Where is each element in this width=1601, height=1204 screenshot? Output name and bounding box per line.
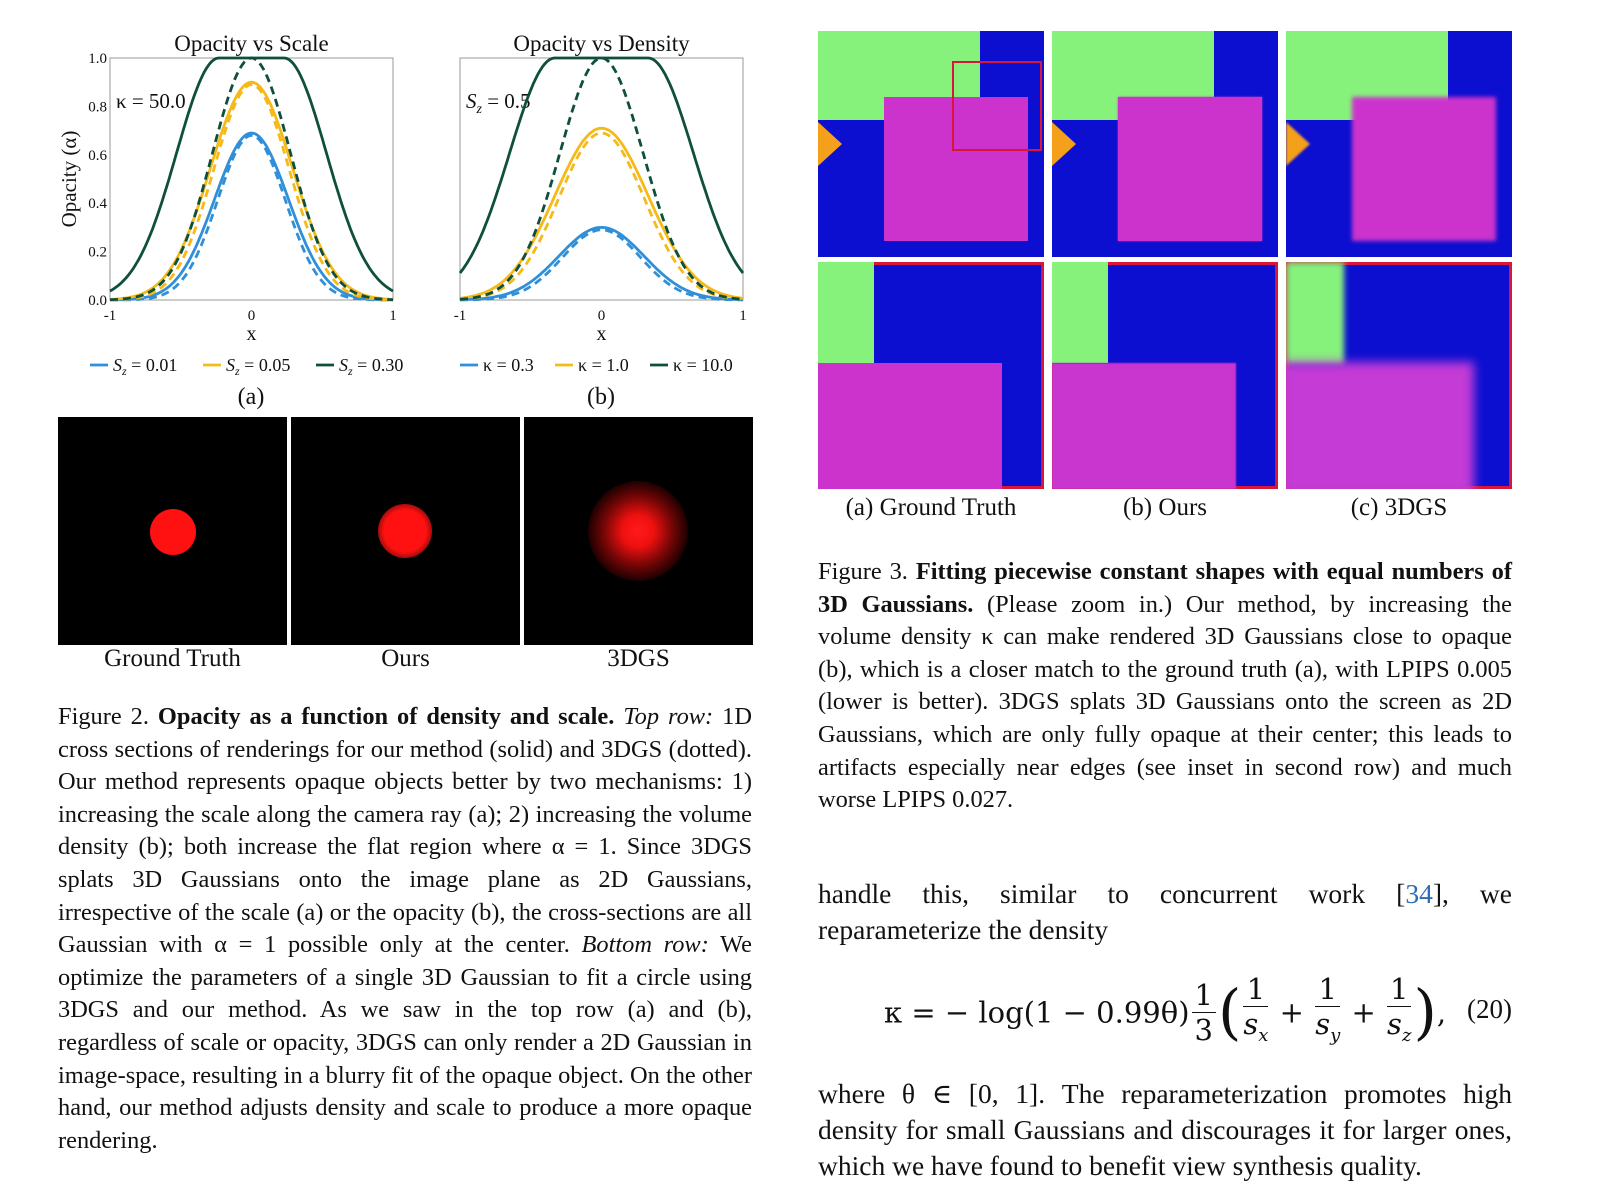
figure-3-caption: Figure 3. Fitting piecewise constant sha…	[818, 556, 1512, 817]
y-tick-label: 0.4	[88, 196, 107, 212]
body-paragraph-2: where θ ∈ [0, 1]. The reparameterization…	[818, 1078, 1512, 1181]
frac-sy: 1 sy	[1315, 972, 1341, 1046]
x-axis-label: x	[597, 323, 607, 345]
series-line-ours	[459, 126, 744, 300]
magenta-square	[1118, 97, 1262, 241]
frac-sz: 1 sz	[1387, 972, 1412, 1046]
legend-entry: κ = 10.0	[673, 355, 733, 375]
chart-title: Opacity vs Scale	[174, 31, 329, 56]
caption-text: (Please zoom in.) Our method, by increas…	[818, 590, 1513, 814]
orange-triangle	[1052, 122, 1076, 166]
magenta-region	[1286, 362, 1474, 489]
green-region	[818, 262, 874, 363]
figure-2-caption: Figure 2. Opacity as a function of densi…	[58, 701, 752, 1157]
series-line-3dgs	[110, 83, 393, 302]
equation-number: (20)	[1467, 994, 1512, 1024]
legend-entry: Sz = 0.05	[226, 355, 290, 378]
fig3-ground-truth-full	[818, 31, 1044, 257]
render-label-ground-truth: Ground Truth	[104, 645, 241, 672]
fitted-circle-ours	[378, 504, 432, 558]
x-tick-label: -1	[104, 308, 117, 324]
inset-box	[952, 61, 1042, 151]
magenta-region	[1052, 363, 1236, 489]
x-axis-label: x	[247, 323, 257, 345]
series-line-3dgs	[110, 133, 393, 302]
legend-entry: κ = 0.3	[483, 355, 534, 375]
legend-entry: κ = 1.0	[578, 355, 629, 375]
caption-text-2: We optimize the parameters of a single 3…	[58, 931, 752, 1154]
chart-title: Opacity vs Density	[513, 31, 690, 56]
green-region	[1286, 262, 1344, 365]
frac-sx: 1 sx	[1243, 972, 1269, 1046]
equation-lhs: κ = − log(1 − 0.99θ)	[884, 995, 1190, 1030]
x-tick-label: 1	[739, 308, 747, 324]
fitted-blob-3dgs	[588, 481, 688, 581]
magenta-square	[1352, 97, 1496, 241]
y-tick-label: 0.6	[88, 148, 107, 164]
chart-opacity-vs-density: Opacity vs Density -1 0 1 x Sz = 0.5 κ = 0.3 κ …	[440, 28, 770, 378]
series-line-ours	[460, 225, 743, 302]
fig3-3dgs-inset	[1286, 262, 1512, 489]
caption-prefix: Figure 3.	[818, 558, 908, 585]
render-ground-truth	[58, 417, 287, 645]
legend-entry: Sz = 0.01	[113, 355, 177, 378]
body-paragraph-1: handle this, similar to concurrent work …	[818, 876, 1512, 948]
fig3-3dgs-full	[1286, 31, 1512, 257]
series-line-ours	[110, 131, 393, 302]
green-region	[1052, 262, 1108, 363]
body-text-a: handle this, similar to concurrent work …	[818, 878, 1406, 909]
series-line-ours	[109, 80, 394, 301]
caption-text-1: 1D cross sections of renderings for our …	[58, 703, 752, 959]
subfig-label-b: (b)	[587, 384, 615, 410]
equation-20: κ = − log(1 − 0.99θ) 1 3(1 sx + 1 sy + 1 sz),…	[884, 972, 1512, 1054]
legend-entry: Sz = 0.30	[339, 355, 403, 378]
orange-triangle	[1286, 122, 1310, 166]
magenta-square	[884, 97, 1028, 241]
x-tick-label: 0	[598, 308, 606, 324]
body-text-b: ], we reparameterize the density	[818, 878, 1512, 945]
y-tick-label: 0.8	[88, 99, 107, 115]
render-3dgs	[524, 417, 753, 645]
chart-annotation: κ = 50.0	[116, 89, 186, 113]
caption-title: Opacity as a function of density and sca…	[157, 703, 615, 730]
caption-top-row: Top row:	[623, 703, 714, 730]
x-tick-label: 1	[389, 308, 397, 324]
magenta-region	[818, 363, 1002, 489]
caption-prefix: Figure 2.	[58, 703, 149, 730]
fig3-label-a: (a) Ground Truth	[845, 494, 1017, 521]
y-tick-label: 1.0	[88, 51, 107, 67]
fig3-ours-full	[1052, 31, 1278, 257]
orange-triangle	[818, 122, 842, 166]
y-axis-label: Opacity (α)	[57, 131, 81, 228]
chart-annotation: Sz = 0.5	[466, 89, 531, 117]
chart-opacity-vs-scale: Opacity vs Scale -1 0 1 x 0.0 0.2 0.4 0.6 0.8 1.0 O…	[50, 28, 420, 378]
series-line-3dgs	[459, 131, 744, 301]
fig3-ground-truth-inset	[818, 262, 1044, 489]
y-tick-label: 0.2	[88, 245, 107, 261]
opaque-circle	[150, 509, 196, 555]
caption-title: Fitting piecewise constant shapes with e…	[818, 558, 1512, 618]
render-ours	[291, 417, 520, 645]
y-tick-label: 0.0	[88, 293, 107, 309]
render-label-ours: Ours	[381, 645, 430, 672]
caption-bottom-row: Bottom row:	[581, 931, 709, 959]
x-tick-label: -1	[454, 308, 467, 324]
subfig-label-a: (a)	[237, 384, 265, 410]
render-label-3dgs: 3DGS	[607, 645, 670, 672]
fig3-label-b: (b) Ours	[1122, 494, 1207, 521]
citation-link[interactable]: 34	[1405, 878, 1433, 909]
x-tick-label: 0	[248, 308, 256, 324]
fig3-label-c: (c) 3DGS	[1350, 494, 1448, 521]
series-line-3dgs	[109, 56, 394, 302]
fig3-ours-inset	[1052, 262, 1278, 489]
series-line-ours	[458, 56, 745, 274]
